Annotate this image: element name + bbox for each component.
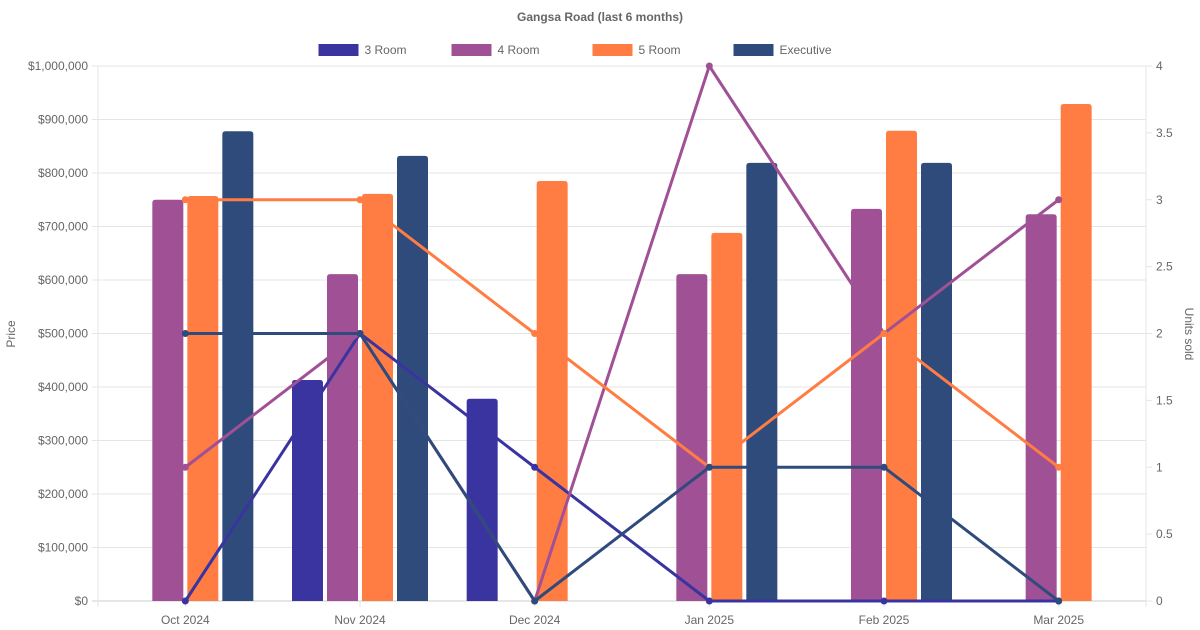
- bar-5-room: [1060, 103, 1092, 602]
- legend-swatch: [733, 44, 774, 56]
- point-executive: [531, 597, 539, 605]
- y-tick-label: $400,000: [38, 380, 88, 394]
- x-tick-label: Feb 2025: [859, 613, 910, 627]
- point-5-room: [356, 196, 364, 204]
- x-tick-label: Dec 2024: [509, 613, 561, 627]
- point-4-room: [181, 463, 189, 471]
- point-executive: [181, 330, 189, 337]
- y-axis-right: 0 0.5 1 1.5 2 2.5 3 3.5 4: [1146, 59, 1173, 608]
- y2-tick-label: 1: [1156, 460, 1163, 474]
- point-executive: [705, 463, 713, 471]
- bar-5-room: [187, 196, 219, 601]
- y2-tick-label: 0.5: [1156, 527, 1173, 541]
- chart-title: Gangsa Road (last 6 months): [517, 10, 683, 24]
- point-4-room: [705, 62, 713, 70]
- y2-tick-label: 3.5: [1156, 126, 1173, 140]
- point-executive: [356, 330, 364, 337]
- bar-4-room: [676, 274, 708, 601]
- bar-3-room: [466, 398, 498, 601]
- point-3-room: [880, 597, 888, 605]
- bar-4-room: [152, 199, 184, 601]
- legend-swatch: [318, 44, 359, 56]
- y-tick-label: $300,000: [38, 434, 88, 448]
- point-5-room: [880, 330, 888, 337]
- lines: [181, 62, 1063, 605]
- line-4-room: [184, 64, 1060, 603]
- point-5-room: [1055, 463, 1063, 471]
- legend-swatch: [451, 44, 492, 56]
- point-5-room: [531, 330, 539, 337]
- bar-5-room: [711, 232, 743, 602]
- point-3-room: [531, 463, 539, 471]
- y2-tick-label: 4: [1156, 59, 1163, 73]
- y2-tick-label: 3: [1156, 193, 1163, 207]
- bar-5-room: [886, 130, 917, 602]
- x-tick-label: Nov 2024: [334, 613, 386, 627]
- y-tick-label: $200,000: [38, 487, 88, 501]
- legend: 3 Room 4 Room 5 Room Executive: [318, 43, 832, 57]
- y2-tick-label: 0: [1156, 594, 1163, 608]
- point-3-room: [181, 597, 189, 605]
- point-executive: [1055, 597, 1063, 605]
- y2-tick-label: 2.5: [1156, 260, 1173, 274]
- bars: [152, 103, 1092, 602]
- y-tick-label: $500,000: [38, 327, 88, 341]
- point-5-room: [181, 196, 189, 204]
- y2-axis-title: Units sold: [1182, 308, 1196, 361]
- x-axis: Oct 2024 Nov 2024 Dec 2024 Jan 2025 Feb 2025…: [161, 601, 1084, 627]
- y-axis-title: Price: [4, 320, 18, 348]
- y-tick-label: $700,000: [38, 220, 88, 234]
- legend-label: 4 Room: [498, 43, 540, 57]
- x-tick-label: Jan 2025: [685, 613, 735, 627]
- y-tick-label: $1,000,000: [28, 59, 88, 73]
- legend-label: 3 Room: [365, 43, 407, 57]
- line-5-room: [185, 198, 1060, 469]
- y-tick-label: $900,000: [38, 113, 88, 127]
- y-tick-label: $800,000: [38, 166, 88, 180]
- legend-swatch: [592, 44, 633, 56]
- y-tick-label: $100,000: [38, 541, 88, 555]
- y-axis-left: $0 $100,000 $200,000 $300,000 $400,000 $500,0…: [28, 59, 88, 608]
- point-executive: [880, 463, 888, 471]
- y-tick-label: $600,000: [38, 273, 88, 287]
- bar-executive: [921, 162, 952, 601]
- line-executive: [185, 332, 1060, 603]
- bar-executive: [746, 162, 778, 601]
- bar-5-room: [536, 181, 568, 601]
- y2-tick-label: 2: [1156, 327, 1163, 341]
- bar-4-room: [851, 208, 882, 601]
- bar-3-room: [292, 380, 323, 601]
- legend-label: Executive: [780, 43, 832, 57]
- y2-tick-label: 1.5: [1156, 393, 1173, 407]
- bar-4-room: [327, 274, 358, 601]
- y-tick-label: $0: [75, 594, 89, 608]
- x-tick-label: Oct 2024: [161, 613, 210, 627]
- x-tick-label: Mar 2025: [1033, 613, 1084, 627]
- point-3-room: [705, 597, 713, 605]
- bar-executive: [397, 155, 428, 601]
- bar-executive: [222, 131, 254, 601]
- bar-5-room: [362, 193, 393, 602]
- point-4-room: [1055, 196, 1063, 204]
- bar-4-room: [1025, 214, 1057, 601]
- legend-label: 5 Room: [639, 43, 681, 57]
